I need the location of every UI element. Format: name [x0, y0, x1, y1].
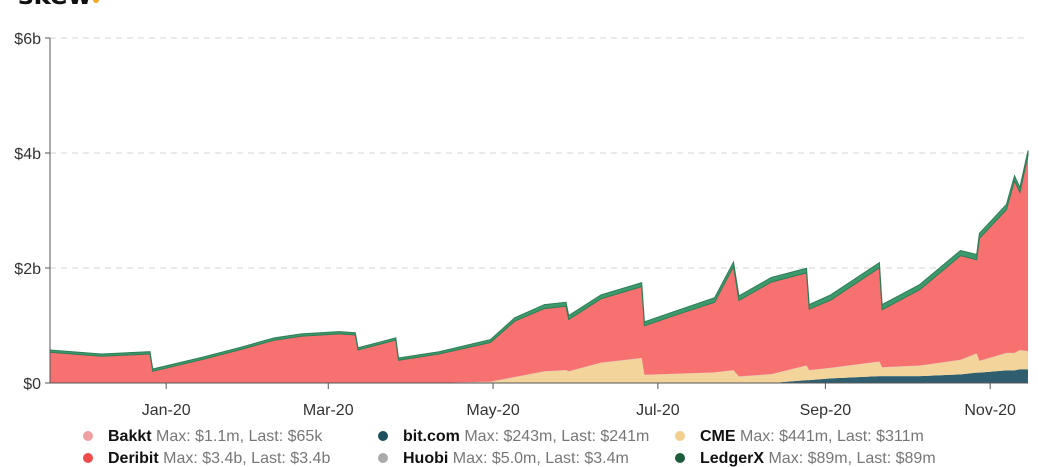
y-tick-label: $6b [14, 31, 41, 48]
legend-series-name: bit.com [403, 428, 460, 445]
legend-label: bit.com Max: $243m, Last: $241m [403, 428, 649, 445]
legend-item-cme[interactable]: CME Max: $441m, Last: $311m [675, 428, 924, 445]
legend: Bakkt Max: $1.1m, Last: $65k bit.com Max:… [83, 428, 936, 467]
area-cme [50, 350, 1028, 383]
area-ledgerx [49, 150, 1029, 372]
grid [50, 37, 1028, 269]
legend-item-bakkt[interactable]: Bakkt Max: $1.1m, Last: $65k [83, 428, 323, 445]
area-deribit [50, 155, 1028, 383]
logo-text: skew [18, 0, 92, 11]
legend-label: Deribit Max: $3.4b, Last: $3.4b [108, 450, 330, 467]
legend-stats: Max: $5.0m, Last: $3.4m [448, 450, 629, 467]
legend-item-ledgerx[interactable]: LedgerX Max: $89m, Last: $89m [675, 450, 936, 467]
legend-stats: Max: $243m, Last: $241m [460, 428, 649, 445]
legend-stats: Max: $1.1m, Last: $65k [152, 428, 324, 445]
legend-stats: Max: $3.4b, Last: $3.4b [159, 450, 331, 467]
legend-marker [378, 453, 388, 463]
legend-marker [83, 431, 93, 441]
x-tick-label: Jul-20 [636, 402, 680, 419]
legend-marker [83, 453, 93, 463]
x-tick-label: Jan-20 [142, 402, 191, 419]
legend-marker [378, 431, 388, 441]
legend-series-name: Huobi [403, 450, 448, 467]
y-tick-label: $2b [14, 261, 41, 278]
legend-series-name: Deribit [108, 450, 159, 467]
legend-label: CME Max: $441m, Last: $311m [700, 428, 924, 445]
legend-label: Huobi Max: $5.0m, Last: $3.4m [403, 450, 629, 467]
axes: $0 $2b $4b $6b Jan-20 Mar-20 May-20 Jul-20 Sep-2… [14, 31, 1028, 419]
legend-series-name: CME [700, 428, 736, 445]
legend-marker [675, 431, 685, 441]
y-tick-label: $4b [14, 146, 41, 163]
y-tick-label: $0 [23, 376, 41, 393]
areas [49, 150, 1029, 383]
legend-item-huobi[interactable]: Huobi Max: $5.0m, Last: $3.4m [378, 450, 629, 467]
x-tick-label: Mar-20 [303, 402, 354, 419]
legend-label: LedgerX Max: $89m, Last: $89m [700, 450, 936, 467]
legend-series-name: LedgerX [700, 450, 764, 467]
x-tick-label: Sep-20 [800, 402, 852, 419]
x-tick-label: May-20 [466, 402, 519, 419]
legend-item-bit-com[interactable]: bit.com Max: $243m, Last: $241m [378, 428, 649, 445]
legend-label: Bakkt Max: $1.1m, Last: $65k [108, 428, 323, 445]
legend-stats: Max: $441m, Last: $311m [736, 428, 924, 445]
legend-item-deribit[interactable]: Deribit Max: $3.4b, Last: $3.4b [83, 450, 330, 467]
legend-stats: Max: $89m, Last: $89m [764, 450, 936, 467]
logo: skew [18, 0, 99, 11]
legend-series-name: Bakkt [108, 428, 152, 445]
logo-dot [93, 0, 99, 3]
area-bit-com [50, 369, 1028, 383]
legend-marker [675, 453, 685, 463]
x-tick-label: Nov-20 [964, 402, 1016, 419]
